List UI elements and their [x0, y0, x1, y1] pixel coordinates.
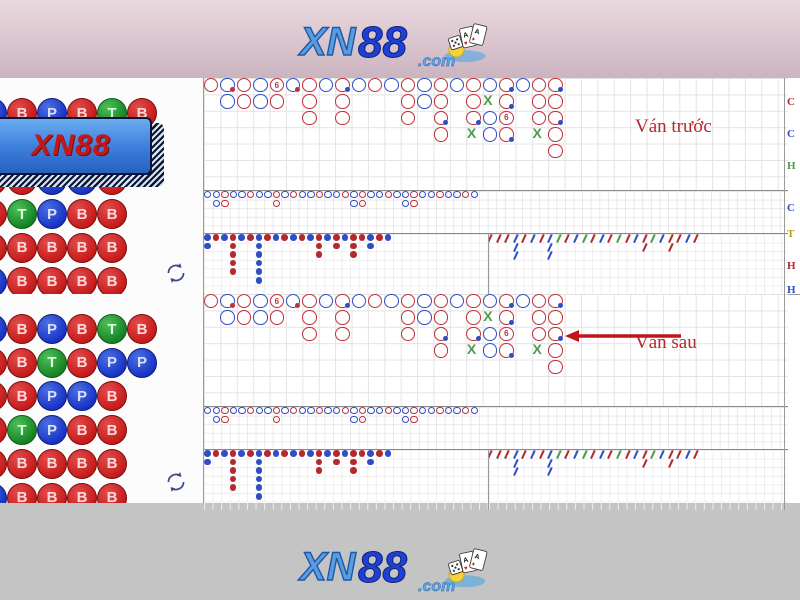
- svg-text:88: 88: [358, 543, 407, 592]
- svg-text:XN: XN: [298, 545, 357, 589]
- svg-text:88: 88: [358, 18, 407, 67]
- svg-text:XN: XN: [298, 20, 357, 64]
